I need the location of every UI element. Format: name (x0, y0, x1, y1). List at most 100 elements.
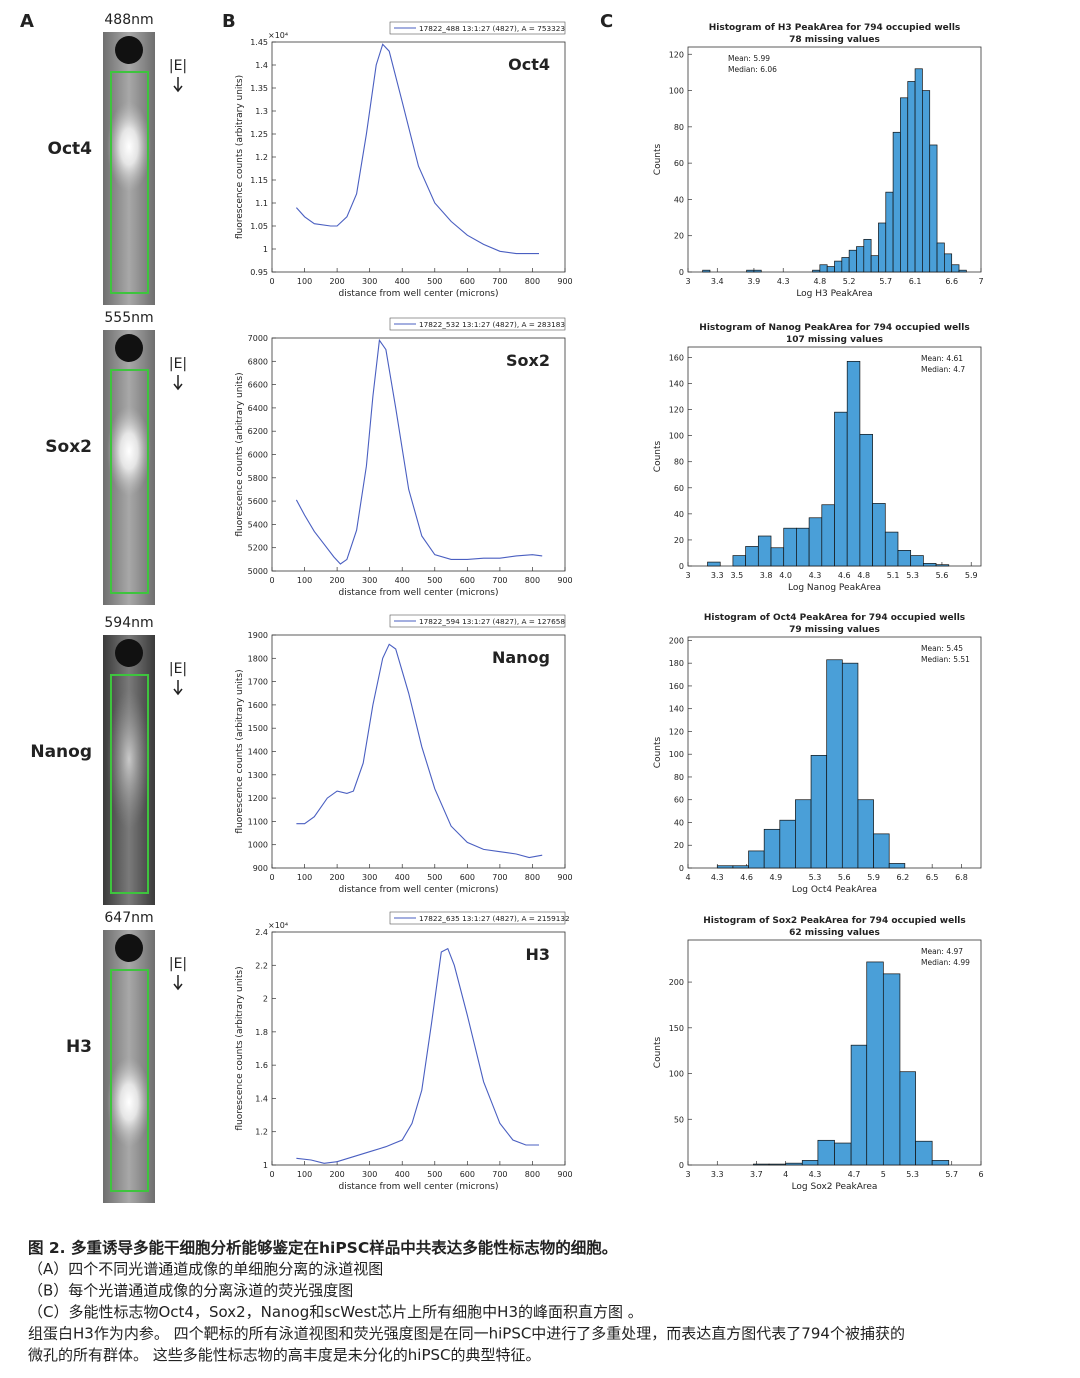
x-tick-label: 4.8 (857, 571, 870, 580)
line-series (295, 43, 539, 255)
x-tick-label: 3.9 (748, 277, 761, 286)
x-tick-label: 3.5 (730, 571, 743, 580)
well (115, 639, 143, 667)
x-tick-label: 7 (978, 277, 983, 286)
y-tick-label: 1400 (248, 748, 268, 757)
histogram-bar (707, 561, 721, 567)
x-tick-label: 5.7 (945, 1170, 958, 1179)
y-tick-label: 80 (674, 458, 684, 467)
x-tick-label: 0 (269, 277, 274, 286)
x-tick-label: 6.8 (955, 873, 968, 882)
x-tick-label: 900 (557, 873, 572, 882)
y-tick-label: 1700 (248, 678, 268, 687)
x-tick-label: 600 (460, 576, 475, 585)
y-tick-label: 1.4 (255, 61, 268, 70)
x-tick-label: 4 (685, 873, 690, 882)
x-tick-label: 800 (525, 873, 540, 882)
well (115, 934, 143, 962)
histogram-bar (732, 555, 746, 567)
histogram-bar (935, 564, 950, 567)
histogram-bar (795, 799, 812, 869)
histogram-bar (872, 503, 886, 567)
lane-signal (107, 689, 151, 830)
y-axis-label: fluorescence counts (arbitrary units) (235, 966, 245, 1130)
x-tick-label: 900 (557, 576, 572, 585)
chart-subtitle: 79 missing values (789, 625, 880, 635)
histogram-bar (899, 1071, 916, 1166)
y-tick-label: 120 (669, 406, 684, 415)
y-tick-label: 1900 (248, 631, 268, 640)
y-tick-label: 1.45 (250, 38, 268, 47)
histogram-bar (888, 863, 906, 869)
x-tick-label: 3 (685, 277, 690, 286)
x-tick-label: 3.7 (750, 1170, 763, 1179)
caption-line: （A）四个不同光谱通道成像的单细胞分离的泳道视图 (28, 1260, 383, 1278)
x-tick-label: 400 (395, 873, 410, 882)
x-tick-label: 200 (329, 1170, 344, 1179)
plot-area (271, 634, 566, 869)
histogram-bar (841, 257, 850, 273)
x-tick-label: 100 (297, 1170, 312, 1179)
y-tick-label: 100 (669, 1070, 684, 1079)
x-tick-label: 3 (685, 571, 690, 580)
legend-label: 17822_488 13:1:27 (4827), A = 753323 (419, 24, 565, 33)
x-tick-label: 4.8 (813, 277, 826, 286)
histogram-bar (850, 1044, 868, 1166)
x-tick-label: 5.9 (867, 873, 880, 882)
y-tick-label: 5000 (248, 567, 268, 576)
chart-annotation: Sox2 (506, 351, 550, 370)
histogram-bar (914, 68, 923, 273)
x-tick-label: 4.6 (740, 873, 753, 882)
histogram-bar (944, 253, 953, 273)
histogram-bar (931, 1160, 950, 1166)
x-tick-label: 700 (492, 576, 507, 585)
chart-annotation: Nanog (492, 648, 550, 667)
x-tick-label: 5.9 (965, 571, 978, 580)
y-tick-label: 5800 (248, 474, 268, 483)
lane-roi (110, 71, 149, 294)
histogram-bar (810, 754, 828, 869)
y-axis-label: Counts (653, 440, 663, 472)
y-tick-label: 120 (669, 50, 684, 59)
y-tick-label: 1000 (248, 841, 268, 850)
y-axis-label: fluorescence counts (arbitrary units) (235, 75, 245, 239)
y-tick-label: 0 (679, 864, 684, 873)
histogram-bar (783, 527, 797, 567)
chart-subtitle: 62 missing values (789, 928, 880, 938)
y-tick-label: 1100 (248, 817, 268, 826)
x-tick-label: 6 (978, 1170, 983, 1179)
y-tick-label: 80 (674, 773, 684, 782)
x-axis-label: distance from well center (microns) (338, 1182, 498, 1192)
y-tick-label: 100 (669, 432, 684, 441)
x-tick-label: 5.6 (838, 873, 851, 882)
lane-signal (107, 1056, 151, 1147)
y-tick-label: 60 (674, 159, 684, 168)
histogram-bar (936, 242, 945, 273)
field-arrow (173, 680, 183, 696)
x-tick-label: 4.9 (770, 873, 783, 882)
x-tick-label: 600 (460, 1170, 475, 1179)
histogram-bar (716, 865, 734, 869)
plot-area (687, 939, 982, 1166)
y-tick-label: 0 (679, 268, 684, 277)
histogram-bar (834, 1142, 852, 1166)
x-tick-label: 0 (269, 873, 274, 882)
y-tick-label: 160 (669, 353, 684, 362)
well (115, 36, 143, 64)
x-tick-label: 800 (525, 576, 540, 585)
x-tick-label: 800 (525, 277, 540, 286)
x-axis-label: Log Oct4 PeakArea (792, 885, 877, 895)
y-tick-label: 1600 (248, 701, 268, 710)
y-tick-label: 50 (674, 1115, 684, 1124)
y-tick-label: 80 (674, 123, 684, 132)
stats-annotation: Median: 5.51 (921, 655, 970, 664)
y-tick-label: 2.4 (255, 928, 268, 937)
marker-label: Sox2 (45, 437, 92, 457)
x-tick-label: 0 (269, 576, 274, 585)
y-tick-label: 150 (669, 1024, 684, 1033)
histogram-bar (834, 260, 843, 273)
stats-annotation: Median: 6.06 (728, 65, 777, 74)
x-tick-label: 3.4 (711, 277, 724, 286)
legend-label: 17822_532 13:1:27 (4827), A = 283183 (419, 320, 565, 329)
y-tick-label: 0.95 (250, 268, 268, 277)
